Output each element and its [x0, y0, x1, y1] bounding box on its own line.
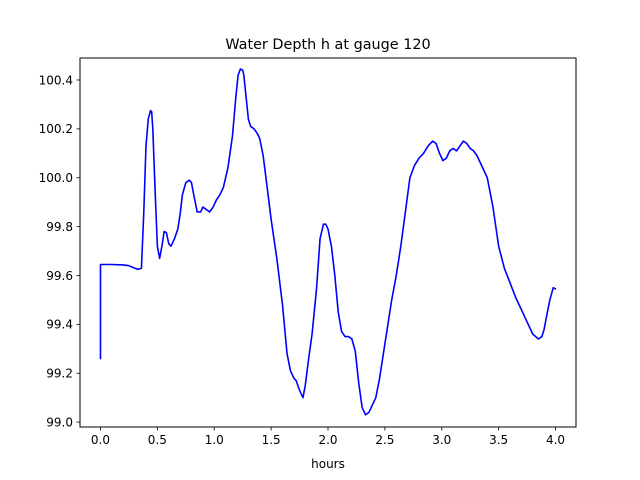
y-tick-label: 100.0 — [39, 171, 73, 185]
y-tick-label: 99.8 — [46, 220, 73, 234]
x-axis-title: hours — [311, 457, 345, 471]
x-tick-label: 1.0 — [205, 433, 224, 447]
x-tick-label: 2.0 — [318, 433, 337, 447]
x-tick-label: 3.5 — [489, 433, 508, 447]
y-tick-label: 99.0 — [46, 415, 73, 429]
series-line-0 — [99, 68, 557, 416]
x-tick-label: 2.5 — [375, 433, 394, 447]
x-tick-label: 0.5 — [148, 433, 167, 447]
y-tick-label: 99.4 — [46, 318, 73, 332]
y-tick-label: 99.2 — [46, 367, 73, 381]
x-tick-label: 4.0 — [546, 433, 565, 447]
y-tick-label: 99.6 — [46, 269, 73, 283]
x-tick-label: 0.0 — [91, 433, 110, 447]
chart-title: Water Depth h at gauge 120 — [225, 37, 430, 53]
y-tick-label: 100.2 — [39, 122, 73, 136]
y-tick-label: 100.4 — [39, 73, 73, 87]
plot-area: 0.0 0.5 1.0 1.5 2.0 2.5 3.0 3.5 4.0 99.0 99.2 99.4 9… — [39, 57, 577, 447]
x-tick-label: 3.0 — [432, 433, 451, 447]
x-tick-label: 1.5 — [262, 433, 281, 447]
